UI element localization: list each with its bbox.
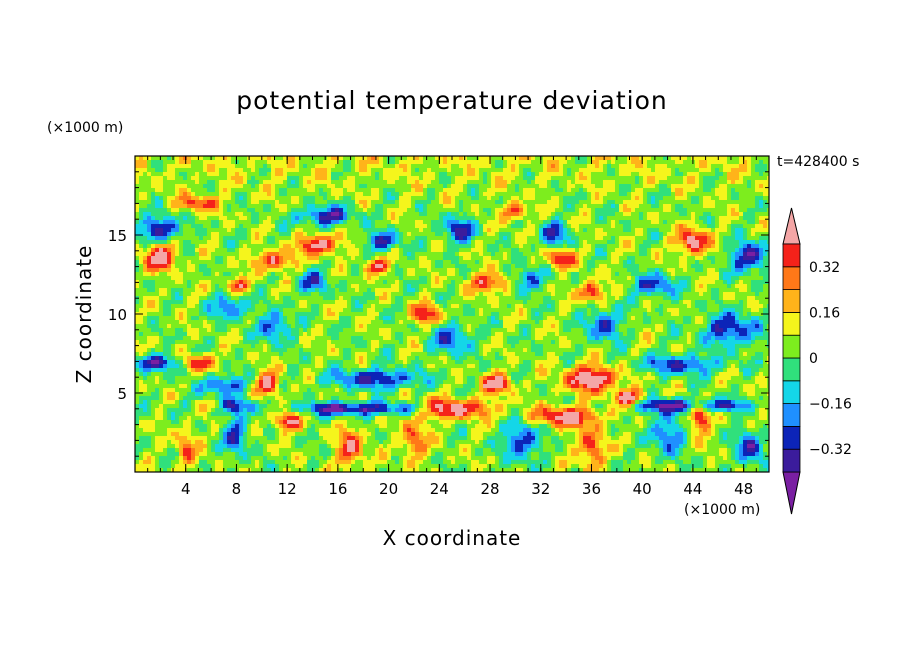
x-tick-label: 32 — [531, 480, 550, 498]
colorbar-box — [782, 357, 801, 382]
x-tick-label: 12 — [278, 480, 297, 498]
colorbar-box — [782, 380, 801, 404]
y-tick-label: 10 — [108, 306, 127, 324]
x-tick-label: 48 — [734, 480, 753, 498]
colorbar-box — [782, 311, 801, 336]
y-axis-unit: (×1000 m) — [47, 120, 124, 136]
colorbar-box — [782, 334, 801, 359]
colorbar-extend-high — [782, 207, 801, 245]
x-tick-label: 16 — [328, 480, 347, 498]
colorbar-box — [782, 403, 801, 427]
colorbar-box — [782, 289, 801, 313]
y-tick-label: 5 — [117, 385, 127, 403]
y-tick-label: 15 — [108, 227, 127, 245]
colorbar-tick-label: 0 — [809, 351, 818, 367]
y-axis-ticks: 5 10 15 — [108, 171, 769, 457]
x-tick-label: 8 — [232, 480, 242, 498]
colorbar-extend-low — [782, 471, 801, 515]
x-tick-label: 24 — [430, 480, 449, 498]
x-tick-label: 28 — [480, 480, 499, 498]
colorbar-tick-label: −0.16 — [809, 397, 852, 413]
colorbar-tick-label: 0.16 — [809, 305, 840, 321]
x-axis-label: X coordinate — [382, 526, 522, 550]
colorbar-box — [782, 266, 801, 290]
colorbar-box — [782, 243, 801, 268]
x-tick-label: 20 — [379, 480, 398, 498]
colorbar-box — [782, 425, 801, 450]
x-tick-label: 40 — [633, 480, 652, 498]
x-tick-label: 4 — [181, 480, 191, 498]
x-axis-unit: (×1000 m) — [684, 502, 761, 518]
x-axis-ticks: 4 8 12 16 20 24 28 32 36 40 44 48 — [147, 156, 757, 498]
chart-title: potential temperature deviation — [236, 86, 668, 115]
colorbar: −0.32 −0.16 0 0.16 0.32 — [782, 207, 852, 515]
colorbar-box — [782, 448, 801, 473]
colorbar-tick-label: −0.32 — [809, 442, 852, 458]
x-tick-label: 44 — [683, 480, 702, 498]
colorbar-tick-label: 0.32 — [809, 260, 840, 276]
x-tick-label: 36 — [582, 480, 601, 498]
contour-field — [135, 156, 770, 473]
time-label: t=428400 s — [777, 154, 860, 170]
